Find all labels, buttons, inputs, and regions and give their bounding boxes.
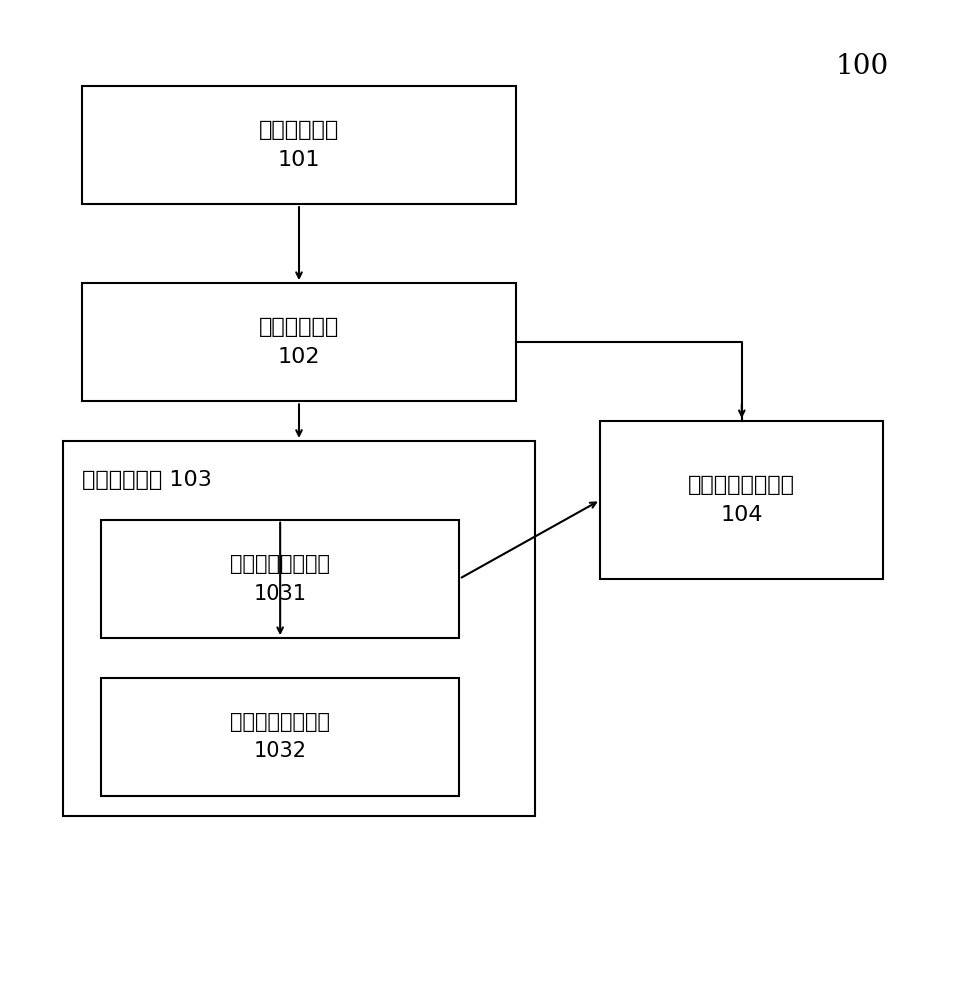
Text: 100: 100 (836, 53, 889, 80)
FancyBboxPatch shape (82, 283, 515, 401)
Text: 数据转换模块
102: 数据转换模块 102 (259, 317, 339, 367)
FancyBboxPatch shape (82, 86, 515, 204)
Text: 结果预测模块 103: 结果预测模块 103 (82, 470, 212, 490)
Text: 神经网络预测模型
1031: 神经网络预测模型 1031 (230, 554, 330, 604)
Text: 预测结果判断单元
1032: 预测结果判断单元 1032 (230, 712, 330, 761)
Text: 数据采集模块
101: 数据采集模块 101 (259, 120, 339, 170)
FancyBboxPatch shape (101, 520, 459, 638)
FancyBboxPatch shape (101, 678, 459, 796)
Text: 模型参数检验模块
104: 模型参数检验模块 104 (688, 475, 795, 525)
FancyBboxPatch shape (63, 441, 534, 816)
FancyBboxPatch shape (600, 421, 883, 579)
